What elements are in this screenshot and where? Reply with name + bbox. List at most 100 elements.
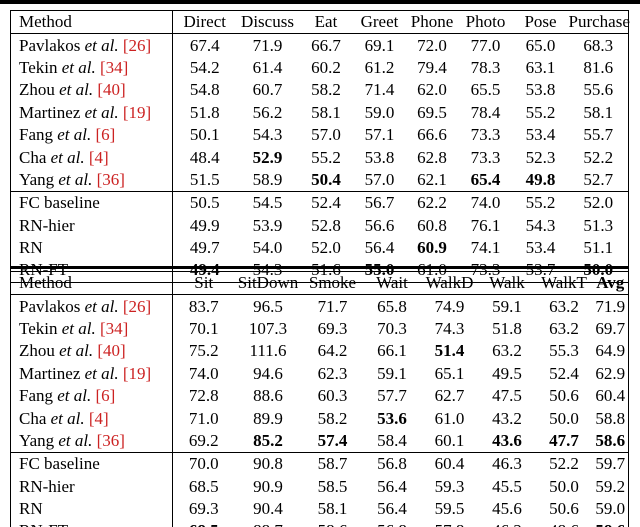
value-cell: 57.0 <box>311 125 341 145</box>
citation-link[interactable]: [19] <box>122 363 152 383</box>
value-cell: 55.2 <box>525 102 556 122</box>
value-cell: 54.3 <box>252 125 283 145</box>
value-cell: 75.2 <box>188 341 219 361</box>
citation-link[interactable]: [4] <box>88 147 109 167</box>
value-cell: 59.1 <box>492 296 522 316</box>
method-cell: RN <box>10 236 173 260</box>
method-cell: Cha et al. [4] <box>10 407 173 430</box>
value-cell: 59.0 <box>364 102 395 122</box>
method-cell: Yang et al. [36] <box>10 429 173 453</box>
section-divider-rule <box>10 266 628 269</box>
value-cell: 46.3 <box>492 454 522 474</box>
value-cell: 53.6 <box>377 408 407 428</box>
value-cell: 62.8 <box>417 147 447 167</box>
value-cell: 69.3 <box>317 318 348 338</box>
method-cell: Yang et al. [36] <box>10 168 173 192</box>
citation-link[interactable]: [40] <box>97 341 126 361</box>
value-cell: 51.3 <box>583 215 614 235</box>
value-cell: 72.8 <box>188 386 219 406</box>
citation-link[interactable]: [36] <box>96 169 125 189</box>
value-cell: 45.5 <box>492 476 522 496</box>
value-cell: 55.2 <box>311 147 341 167</box>
citation-link[interactable]: [6] <box>95 125 116 145</box>
citation-link[interactable]: [26] <box>122 35 152 55</box>
citation-link[interactable]: [26] <box>122 296 152 316</box>
value-cell: 71.9 <box>252 35 283 55</box>
value-cell: 65.0 <box>525 35 556 55</box>
method-cell: Fang et al. [6] <box>10 123 173 147</box>
column-header-smoke: Smoke <box>308 273 357 293</box>
value-cell: 59.2 <box>595 476 626 496</box>
value-cell: 60.4 <box>434 454 465 474</box>
value-cell: 58.4 <box>377 430 407 450</box>
value-cell: 51.6 <box>311 260 341 280</box>
citation-link[interactable]: [34] <box>99 318 129 338</box>
value-cell: 57.0 <box>364 169 395 189</box>
value-cell: 68.5 <box>173 520 235 527</box>
value-cell: 68.5 <box>188 476 219 496</box>
value-cell: 71.4 <box>364 80 395 100</box>
value-cell: 65.8 <box>377 296 407 316</box>
value-cell: 54.5 <box>252 193 283 213</box>
value-cell: 88.6 <box>253 386 283 406</box>
citation-link[interactable]: [40] <box>97 80 126 100</box>
etal-text: et al. <box>58 169 93 189</box>
value-cell: 90.4 <box>253 499 283 519</box>
value-cell: 58.9 <box>252 169 283 189</box>
value-cell: 58.6 <box>595 430 626 450</box>
value-cell: 54.2 <box>189 57 220 77</box>
value-cell: 69.7 <box>595 318 626 338</box>
value-cell: 56.8 <box>377 454 407 474</box>
value-cell: 58.6 <box>302 520 364 527</box>
citation-link[interactable]: [6] <box>95 386 116 406</box>
value-cell: 46.2 <box>479 520 536 527</box>
value-cell: 50.0 <box>549 476 579 496</box>
table-row: RN 49.7 54.0 52.0 56.4 60.9 74.1 53.4 51.1 <box>10 236 629 260</box>
value-cell: 52.2 <box>549 454 579 474</box>
value-cell: 53.4 <box>525 125 556 145</box>
value-cell: 54.8 <box>189 80 220 100</box>
value-cell: 69.5 <box>417 102 447 122</box>
value-cell: 57.7 <box>377 386 407 406</box>
value-cell: 48.4 <box>189 147 220 167</box>
value-cell: 69.3 <box>188 499 219 519</box>
value-cell: 62.9 <box>595 363 626 383</box>
column-header-eat: Eat <box>314 12 338 32</box>
value-cell: 56.6 <box>364 215 395 235</box>
citation-link[interactable]: [19] <box>122 102 152 122</box>
table-row: Zhou et al. [40] 54.8 60.7 58.2 71.4 62.0 65.5… <box>10 79 629 102</box>
value-cell: 68.3 <box>583 35 614 55</box>
value-cell: 64.2 <box>317 341 348 361</box>
value-cell: 77.0 <box>470 35 501 55</box>
method-cell: Pavlakos et al. [26] <box>10 33 173 57</box>
value-cell: 94.6 <box>253 363 283 383</box>
value-cell: 56.4 <box>364 238 395 258</box>
value-cell: 57.1 <box>364 125 395 145</box>
value-cell: 55.7 <box>583 125 614 145</box>
table-row: Tekin et al. [34] 54.2 61.4 60.2 61.2 79.4 78.… <box>10 56 629 80</box>
value-cell: 45.6 <box>492 499 522 519</box>
value-cell: 62.3 <box>317 363 348 383</box>
value-cell: 71.7 <box>317 296 348 316</box>
value-cell: 66.1 <box>377 341 407 361</box>
table-row: Yang et al. [36] 69.2 85.2 57.4 58.4 60.1 43.6… <box>10 429 629 453</box>
column-header-sit: Sit <box>194 273 214 293</box>
table-row: Cha et al. [4] 71.0 89.9 58.2 53.6 61.0 43.2 50… <box>10 407 629 430</box>
table-row: Fang et al. [6] 50.1 54.3 57.0 57.1 66.6 73.3 5… <box>10 123 629 147</box>
column-header-direct: Direct <box>183 12 226 32</box>
value-cell: 58.1 <box>317 499 348 519</box>
citation-link[interactable]: [4] <box>88 408 109 428</box>
citation-link[interactable]: [34] <box>99 57 129 77</box>
value-cell: 43.2 <box>492 408 522 428</box>
column-header-phone: Phone <box>410 12 454 32</box>
value-cell: 50.1 <box>189 125 220 145</box>
table-row: FC baseline 50.5 54.5 52.4 56.7 62.2 74.0 55.2 5… <box>10 191 629 215</box>
citation-link[interactable]: [36] <box>96 430 125 450</box>
value-cell: 66.7 <box>311 35 341 55</box>
value-cell: 54.0 <box>252 238 283 258</box>
value-cell: 57.4 <box>317 430 348 450</box>
value-cell: 60.8 <box>417 215 447 235</box>
value-cell: 58.8 <box>595 408 626 428</box>
value-cell: 57.8 <box>421 520 479 527</box>
value-cell: 74.0 <box>470 193 501 213</box>
